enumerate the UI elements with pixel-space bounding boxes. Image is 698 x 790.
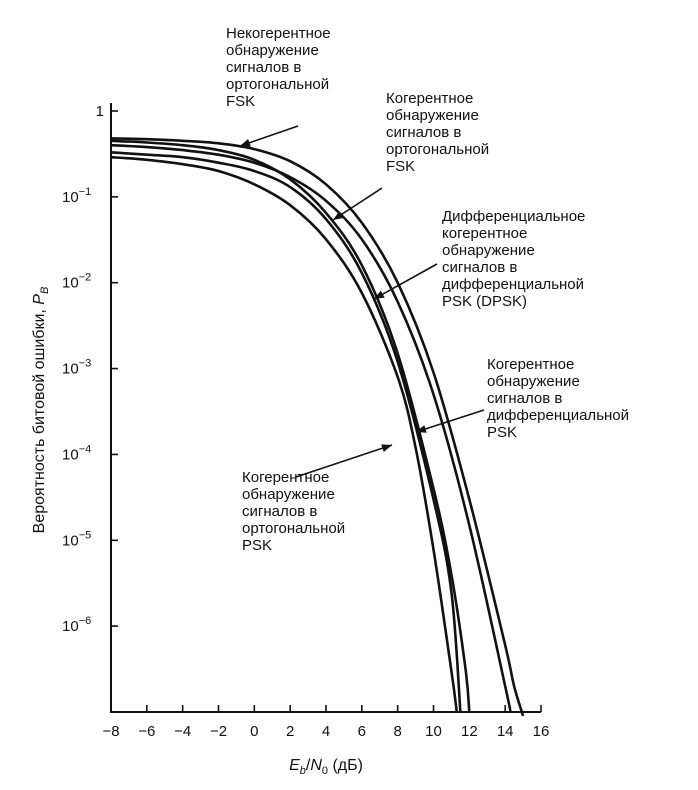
annotation-line: сигналов в	[226, 59, 301, 76]
annotation-line: Дифференциальное	[442, 208, 585, 225]
curve-2	[110, 143, 512, 713]
annotation-line: когерентное	[442, 225, 527, 242]
annotation-line: обнаружение	[386, 107, 479, 124]
annotation-line: FSK	[386, 158, 415, 175]
x-tick-label: 12	[461, 723, 478, 740]
arrow-head	[381, 444, 392, 452]
arrow-head	[240, 139, 251, 147]
arrow-head	[374, 290, 385, 299]
x-tick-label: −4	[174, 723, 191, 740]
y-tick-exponent: −6	[79, 615, 92, 627]
annotation-line: обнаружение	[242, 486, 335, 503]
x-tick-label: 10	[425, 723, 442, 740]
annotation-line: ортогональной	[226, 76, 329, 93]
annotation-line: Когерентное	[242, 469, 329, 486]
y-tick-exponent: −5	[79, 529, 92, 541]
arrow-line	[415, 409, 485, 433]
annotation-line: сигналов в	[386, 124, 461, 141]
y-tick-label: 10−6	[62, 615, 91, 635]
arrow-head	[416, 425, 427, 433]
arrow-line	[239, 125, 299, 147]
y-axis-ticks: 110−110−210−310−410−510−6	[62, 103, 118, 635]
y-tick-base: 10	[62, 361, 79, 378]
y-tick-base: 10	[62, 618, 79, 635]
axis-frame	[110, 103, 541, 713]
axis-titles: Eb/N0 (дБ) Вероятность битовой ошибки, PB	[31, 287, 363, 777]
annotation-line: Когерентное	[386, 90, 473, 107]
y-tick-base: 10	[62, 532, 79, 549]
annotation-line: обнаружение	[487, 373, 580, 390]
annotation-line: обнаружение	[226, 42, 319, 59]
curve-1	[110, 137, 525, 717]
x-tick-label: −2	[210, 723, 227, 740]
annotation-line: дифференциальной	[487, 407, 629, 424]
annotation-line: ортогональной	[386, 141, 489, 158]
x-tick-label: 6	[358, 723, 366, 740]
annotation-line: сигналов в	[442, 259, 517, 276]
y-tick-base: 10	[62, 446, 79, 463]
y-tick-base: 10	[62, 189, 79, 206]
y-tick-label: 10−3	[62, 358, 91, 378]
axes	[110, 103, 541, 713]
x-tick-label: −6	[138, 723, 155, 740]
annotation-line: сигналов в	[487, 390, 562, 407]
y-axis-title: Вероятность битовой ошибки, PB	[31, 287, 51, 534]
x-axis-title: Eb/N0 (дБ)	[289, 757, 363, 777]
arrow-line	[373, 263, 438, 300]
y-tick-label: 10−5	[62, 529, 91, 549]
y-tick-label: 10−2	[62, 272, 91, 292]
x-tick-label: 0	[250, 723, 258, 740]
arrow-line	[295, 444, 393, 478]
annotation-line: FSK	[226, 93, 255, 110]
y-tick-exponent: −2	[79, 272, 92, 284]
y-tick-exponent: −3	[79, 358, 92, 370]
annotation-line: PSK (DPSK)	[442, 293, 527, 310]
annotation-line: PSK	[487, 424, 517, 441]
annotation-line: сигналов в	[242, 503, 317, 520]
y-tick-base: 1	[96, 103, 104, 120]
x-tick-label: −8	[102, 723, 119, 740]
y-tick-exponent: −4	[79, 443, 92, 455]
y-tick-label: 1	[96, 103, 104, 120]
x-tick-label: 8	[393, 723, 401, 740]
y-tick-label: 10−1	[62, 186, 91, 206]
annotation-3: Дифференциальноекогерентноеобнаружениеси…	[373, 208, 585, 310]
annotation-line: Некогерентное	[226, 25, 331, 42]
x-tick-label: 14	[497, 723, 514, 740]
y-tick-base: 10	[62, 275, 79, 292]
annotation-line: ортогональной	[242, 520, 345, 537]
annotation-line: Когерентное	[487, 356, 574, 373]
x-axis-ticks: −8 −6 −4 −2 0 2 4 6 8 10 12 14 16	[102, 705, 549, 740]
arrow-head	[333, 211, 344, 220]
curve-3	[110, 139, 471, 713]
annotation-line: PSK	[242, 537, 272, 554]
curves	[110, 137, 525, 717]
y-tick-exponent: −1	[79, 186, 92, 198]
y-tick-label: 10−4	[62, 443, 91, 463]
annotation-line: обнаружение	[442, 242, 535, 259]
x-tick-label: 2	[286, 723, 294, 740]
curve-4	[110, 151, 462, 713]
annotation-line: дифференциальной	[442, 276, 584, 293]
curve-5	[110, 155, 459, 713]
x-tick-label: 16	[533, 723, 550, 740]
x-tick-label: 4	[322, 723, 330, 740]
